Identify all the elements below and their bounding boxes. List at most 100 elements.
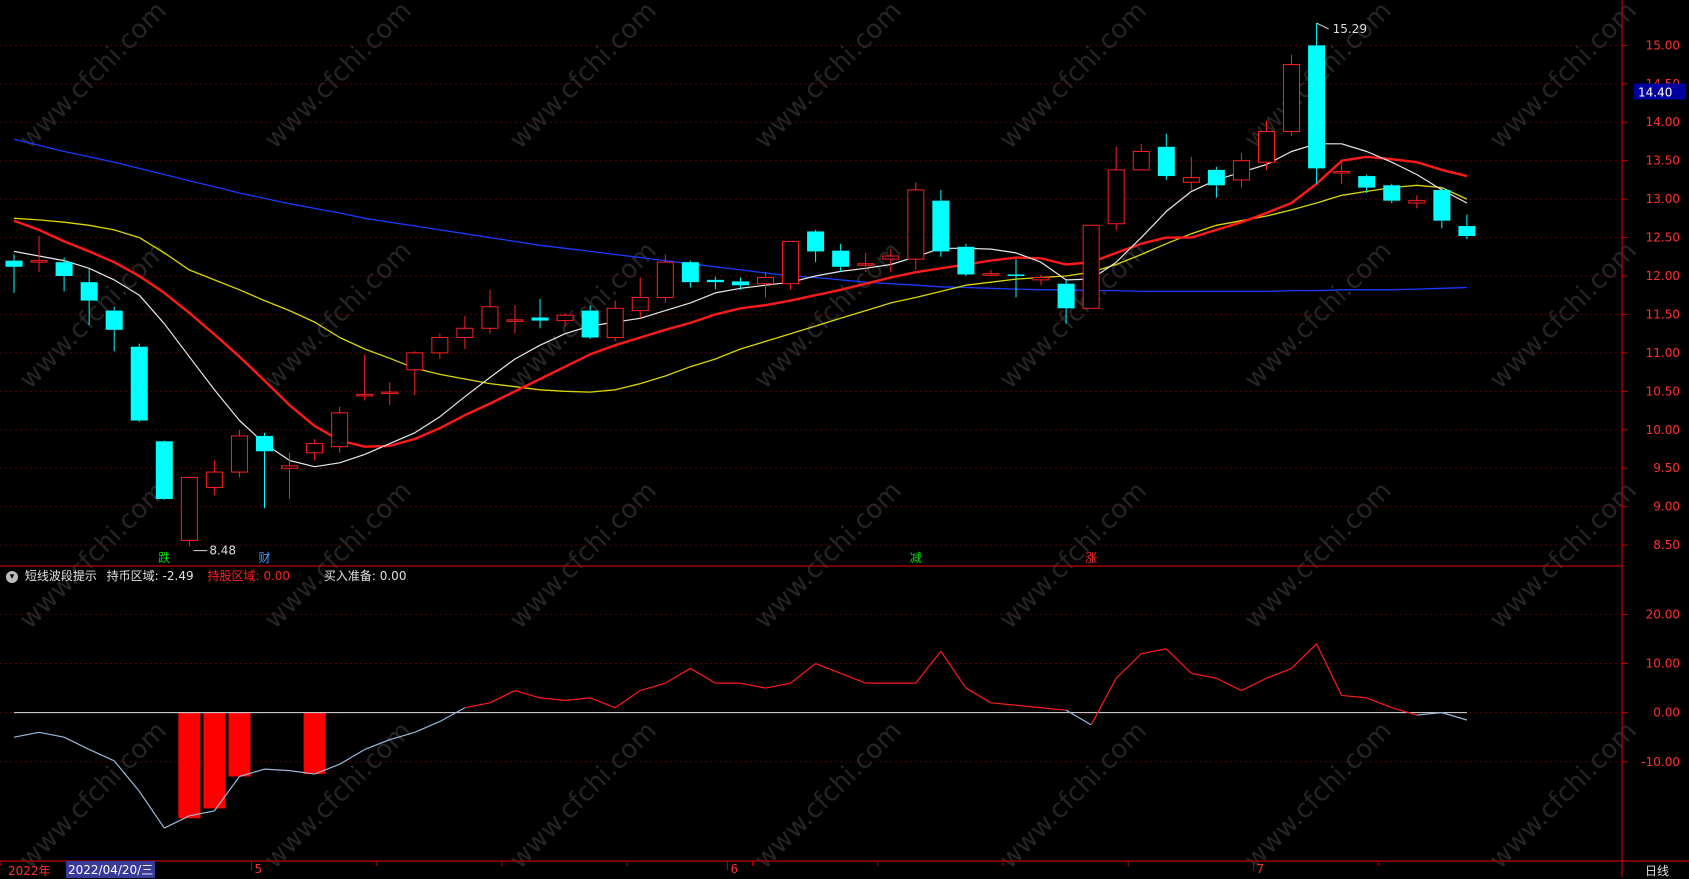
candle[interactable] — [331, 406, 349, 453]
candle-body-up[interactable] — [907, 189, 925, 260]
candle[interactable] — [1433, 187, 1451, 229]
candle[interactable] — [256, 432, 273, 509]
candle[interactable] — [681, 260, 699, 288]
candle-body-up[interactable] — [1408, 200, 1426, 204]
candle[interactable] — [1182, 156, 1200, 190]
candle[interactable] — [381, 382, 399, 406]
indicator-bar[interactable] — [178, 712, 201, 819]
candle[interactable] — [706, 276, 724, 290]
candle-body-up[interactable] — [1132, 150, 1150, 171]
candle[interactable] — [1007, 259, 1025, 298]
candle[interactable] — [1157, 133, 1175, 180]
candle[interactable] — [55, 257, 73, 292]
candle-body-up[interactable] — [456, 327, 474, 339]
candle[interactable] — [656, 254, 674, 303]
candle[interactable] — [431, 333, 449, 360]
candle[interactable] — [30, 236, 48, 273]
candle[interactable] — [1458, 214, 1476, 240]
candle[interactable] — [5, 254, 23, 293]
candle-body-up[interactable] — [631, 297, 649, 312]
price-panel[interactable]: 15.29 8.48 跌 财 减 涨 — [5, 22, 1476, 565]
candle[interactable] — [1358, 174, 1376, 193]
candle-body-down[interactable] — [1358, 176, 1376, 188]
candle-body-down[interactable] — [1057, 283, 1075, 309]
candle[interactable] — [882, 249, 900, 273]
candle[interactable] — [556, 312, 574, 326]
candle-body-down[interactable] — [807, 231, 825, 252]
candle-body-down[interactable] — [1308, 45, 1326, 169]
candle[interactable] — [907, 182, 925, 270]
candle[interactable] — [1283, 54, 1301, 137]
candle-body-up[interactable] — [1333, 170, 1351, 174]
candle-body-up[interactable] — [205, 471, 223, 488]
candle[interactable] — [932, 189, 950, 257]
candle-body-down[interactable] — [256, 435, 273, 452]
candle[interactable] — [1107, 146, 1125, 230]
candle-body-down[interactable] — [5, 260, 23, 267]
candle-body-up[interactable] — [982, 273, 1000, 276]
candle[interactable] — [130, 343, 148, 423]
candle[interactable] — [1258, 120, 1275, 170]
candle[interactable] — [606, 300, 624, 342]
candle-body-up[interactable] — [782, 240, 800, 285]
candle-body-up[interactable] — [1232, 160, 1250, 181]
candle-body-up[interactable] — [180, 476, 198, 541]
candle[interactable] — [1032, 274, 1050, 286]
candle-body-up[interactable] — [556, 314, 574, 322]
candle-body-down[interactable] — [130, 346, 148, 421]
candle-body-down[interactable] — [1458, 226, 1476, 237]
candle-body-down[interactable] — [105, 310, 123, 330]
candle-body-up[interactable] — [882, 255, 900, 260]
candle-body-down[interactable] — [957, 246, 975, 275]
candle[interactable] — [807, 229, 825, 263]
candle[interactable] — [205, 460, 223, 496]
candle-body-down[interactable] — [581, 310, 599, 338]
candle-body-up[interactable] — [306, 443, 324, 454]
candle-body-down[interactable] — [1157, 146, 1175, 177]
candle[interactable] — [1057, 279, 1075, 324]
candle-body-down[interactable] — [1207, 169, 1225, 186]
candle[interactable] — [1383, 183, 1401, 203]
candle[interactable] — [1408, 195, 1426, 209]
candle-body-up[interactable] — [230, 435, 248, 473]
candle-body-up[interactable] — [30, 260, 48, 263]
candle-body-up[interactable] — [381, 391, 399, 395]
candle[interactable] — [1132, 143, 1150, 171]
candle[interactable] — [456, 315, 474, 350]
candle-body-up[interactable] — [1283, 64, 1301, 132]
candle-body-down[interactable] — [681, 262, 699, 283]
candle-body-down[interactable] — [531, 317, 549, 321]
candle-body-down[interactable] — [1433, 189, 1451, 221]
candle-body-up[interactable] — [1082, 224, 1100, 309]
candle-body-up[interactable] — [506, 319, 524, 322]
candle[interactable] — [80, 268, 98, 326]
candle-body-up[interactable] — [606, 307, 624, 339]
candle[interactable] — [105, 306, 123, 352]
candle[interactable] — [757, 272, 774, 298]
candle-body-down[interactable] — [706, 279, 724, 283]
indicator-bar[interactable] — [203, 712, 226, 809]
candle-body-down[interactable] — [1383, 185, 1401, 201]
candle-body-down[interactable] — [932, 200, 950, 252]
candle-body-down[interactable] — [832, 250, 850, 267]
candle-body-up[interactable] — [857, 263, 875, 266]
candle[interactable] — [406, 351, 424, 396]
candle[interactable] — [531, 299, 549, 329]
indicator-bar[interactable] — [303, 712, 326, 775]
candle-body-up[interactable] — [406, 352, 424, 371]
candle[interactable] — [281, 452, 299, 499]
date-label[interactable]: 2022/04/20/三 — [66, 861, 156, 878]
candle-body-down[interactable] — [80, 282, 98, 301]
candle[interactable] — [1333, 162, 1351, 184]
candle-body-down[interactable] — [1007, 274, 1025, 276]
candle[interactable] — [982, 269, 1000, 277]
candle[interactable] — [957, 243, 975, 277]
indicator-panel[interactable] — [13, 643, 1468, 829]
candle-body-up[interactable] — [356, 393, 374, 397]
indicator-bar[interactable] — [228, 712, 251, 777]
candle-body-up[interactable] — [757, 277, 774, 285]
candle-body-up[interactable] — [331, 412, 349, 448]
candle-body-up[interactable] — [431, 337, 449, 354]
period-label[interactable]: 日线 — [1645, 864, 1670, 878]
